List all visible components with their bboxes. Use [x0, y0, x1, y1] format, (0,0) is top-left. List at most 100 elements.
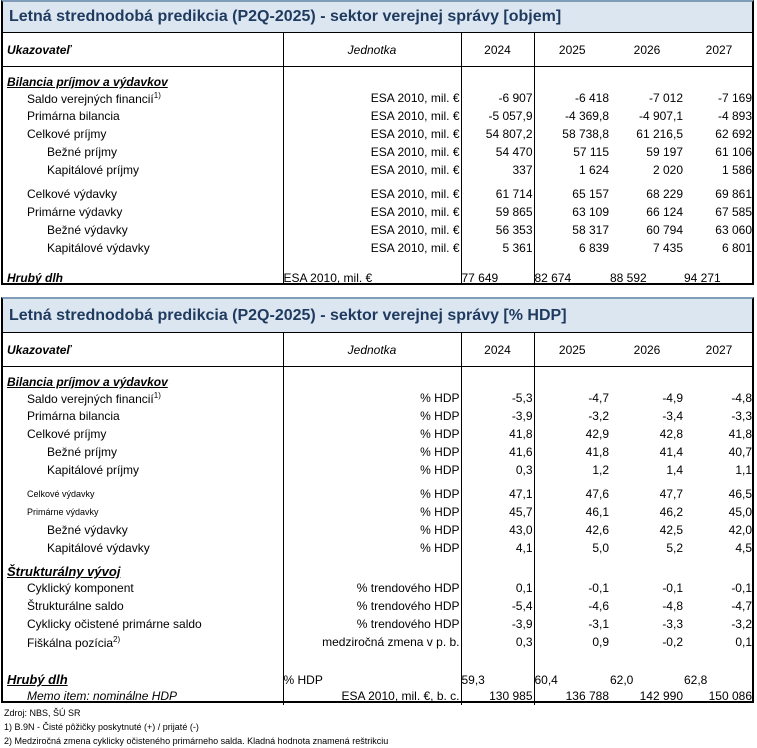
row-label-text: Kapitálové výdavky: [47, 241, 150, 255]
table-row: Štrukturálne saldo % trendového HDP -5,4 -4…: [3, 597, 754, 615]
row-label: Memo item: nominálne HDP: [3, 687, 284, 705]
row-label: Primárne výdavky: [3, 203, 284, 221]
row-unit: % HDP: [283, 479, 462, 503]
row-value: -3,9: [461, 615, 535, 633]
row-label: Kapitálové príjmy: [3, 461, 284, 479]
row-unit: medziročná zmena v p. b.: [283, 633, 462, 651]
data-table: Ukazovateľ Jednotka 2024 2025 2026 2027 Bilanc…: [3, 33, 754, 285]
row-label: Hrubý dlh: [3, 651, 284, 687]
table-row: Cyklicky očistené primárne saldo % trendo…: [3, 615, 754, 633]
footnote-marker: 1): [153, 90, 161, 100]
row-label-text: Bežné výdavky: [47, 523, 128, 537]
row-value: -4,7: [731, 599, 752, 613]
table-row: Kapitálové príjmy ESA 2010, mil. €337 1 62…: [3, 161, 754, 179]
row-unit: ESA 2010, mil. €: [283, 221, 462, 239]
row-unit: ESA 2010, mil. €: [283, 89, 462, 107]
section-row: Štrukturálny vývoj: [3, 557, 754, 579]
row-label-text: Štrukturálne saldo: [27, 599, 124, 613]
row-value: 61 216,5: [636, 127, 683, 141]
row-value: 56 353: [461, 221, 535, 239]
row-value: -4 369,8: [564, 109, 609, 123]
row-value: 1,2: [592, 463, 609, 477]
table-row: Kapitálové príjmy % HDP 0,3 1,2 1,4 1,1: [3, 461, 754, 479]
header-year: 2026: [610, 33, 684, 67]
row-value: 5,0: [592, 541, 609, 555]
row-label-text: Saldo verejných financií: [27, 391, 154, 406]
row-value: 1,1: [735, 463, 752, 477]
row-unit: ESA 2010, mil. €: [283, 107, 462, 125]
row-value: 67 585: [715, 205, 752, 219]
row-value: -4,8: [662, 599, 683, 613]
row-unit: ESA 2010, mil. €: [283, 125, 462, 143]
row-unit: [283, 66, 462, 89]
row-label: Bežné príjmy: [3, 143, 284, 161]
row-value: -7 012: [648, 91, 683, 105]
row-label: Štrukturálny vývoj: [3, 557, 284, 579]
row-value: 6 801: [721, 241, 752, 255]
footnote-2: 2) Medziročná zmena cyklicky očisteného …: [4, 736, 389, 746]
row-label: Bežné výdavky: [3, 521, 284, 539]
header-row: Ukazovateľ Jednotka 2024 2025 2026 2027: [3, 33, 754, 67]
header-unit: Jednotka: [283, 33, 462, 67]
row-value: -3,2: [588, 409, 609, 423]
table-row: Kapitálové výdavky ESA 2010, mil. €5 361 6…: [3, 239, 754, 257]
row-value: 61 106: [715, 145, 752, 159]
footnotes: Zdroj: NBS, ŠÚ SR 1) B.9N - Čisté pôžičk…: [4, 706, 388, 748]
row-unit: ESA 2010, mil. €: [283, 143, 462, 161]
row-value: 41,6: [461, 443, 535, 461]
row-value: [684, 67, 754, 90]
row-value: -4,9: [662, 391, 683, 405]
row-value: 60,4: [534, 673, 558, 687]
header-row: Ukazovateľ Jednotka 2024 2025 2026 2027: [3, 333, 754, 367]
row-value: 2 020: [652, 163, 683, 177]
row-value: 58 317: [572, 223, 609, 237]
row-label-text: Saldo verejných financií: [27, 91, 154, 106]
header-year: 2026: [610, 333, 684, 367]
row-value: 130 985: [461, 687, 535, 705]
row-label: Bilancia príjmov a výdavkov: [3, 66, 284, 89]
table-percent-gdp: Letná strednodobá predikcia (P2Q-2025) -…: [1, 297, 754, 705]
row-value: 4,1: [461, 539, 535, 557]
row-value: [534, 67, 610, 90]
header-year: 2024: [461, 333, 535, 367]
row-value: 0,1: [461, 579, 535, 597]
row-label-text: Fiškálna pozícia: [27, 635, 114, 650]
data-table: Ukazovateľ Jednotka 2024 2025 2026 2027 Bilanc…: [3, 333, 754, 705]
row-value: 62,0: [610, 673, 634, 687]
row-label-text: Bilancia príjmov a výdavkov: [7, 375, 168, 389]
table-row: Bežné príjmy ESA 2010, mil. €54 470 57 115…: [3, 143, 754, 161]
row-label: Kapitálové príjmy: [3, 161, 284, 179]
row-value: 40,7: [728, 445, 752, 459]
row-unit: % HDP: [283, 443, 462, 461]
row-value: -5 057,9: [461, 107, 535, 125]
row-unit: [283, 366, 462, 389]
row-label: Cyklický komponent: [3, 579, 284, 597]
row-value: 58 738,8: [562, 127, 609, 141]
row-label: Celkové príjmy: [3, 425, 284, 443]
row-value: 60 794: [646, 223, 683, 237]
section-row: Hrubý dlh % HDP 59,3 60,4 62,0 62,8: [3, 651, 754, 687]
table-row: Primárna bilancia ESA 2010, mil. € -5 057,…: [3, 107, 754, 125]
header-year: 2024: [461, 33, 535, 67]
row-label-text: Primárne výdavky: [27, 205, 123, 219]
row-value: -4 893: [717, 109, 752, 123]
row-label: Bilancia príjmov a výdavkov: [3, 366, 284, 389]
row-value: -6 907: [461, 89, 535, 107]
row-label-text: Štrukturálny vývoj: [7, 564, 121, 579]
row-value: 63 109: [572, 205, 609, 219]
row-value: 41,8: [461, 425, 535, 443]
row-unit: % HDP: [283, 651, 462, 687]
row-label-text: Kapitálové výdavky: [47, 541, 150, 555]
row-value: 94 271: [684, 271, 721, 285]
row-value: [534, 367, 610, 390]
row-value: [534, 557, 610, 579]
row-label-text: Bežné príjmy: [47, 145, 118, 159]
row-label: Bežné výdavky: [3, 221, 284, 239]
footnote-1: 1) B.9N - Čisté pôžičky poskytnuté (+) /…: [4, 722, 199, 732]
row-label: Cyklicky očistené primárne saldo: [3, 615, 284, 633]
row-label: Hrubý dlh: [3, 257, 284, 285]
section-row: Bilancia príjmov a výdavkov: [3, 366, 754, 390]
table-row: Bežné výdavky ESA 2010, mil. €56 353 58 31…: [3, 221, 754, 239]
row-label: Saldo verejných financií1): [3, 389, 284, 407]
row-label: Saldo verejných financií1): [3, 89, 284, 107]
